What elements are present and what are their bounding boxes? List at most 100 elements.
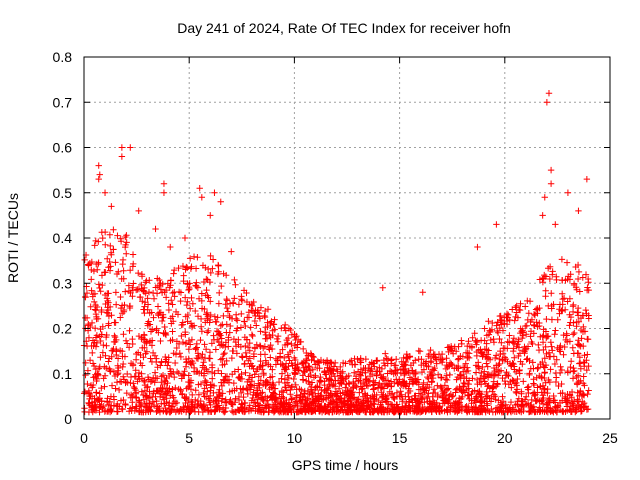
data-point [283, 336, 290, 344]
data-point [106, 365, 113, 372]
data-point [403, 350, 410, 358]
data-point [512, 313, 519, 321]
data-point [175, 370, 182, 377]
data-point [145, 376, 153, 383]
data-point [288, 396, 296, 403]
data-point [261, 313, 269, 321]
data-point [465, 403, 472, 411]
data-point [122, 241, 129, 249]
data-point [482, 353, 489, 360]
data-point [305, 378, 312, 386]
data-point [144, 295, 151, 302]
data-point [497, 318, 504, 326]
data-point [291, 371, 299, 378]
data-points [80, 90, 592, 416]
data-point [553, 374, 560, 381]
data-point [501, 354, 508, 361]
data-point [401, 370, 408, 377]
data-point [454, 408, 461, 416]
data-point [488, 405, 495, 413]
data-point [580, 403, 587, 411]
data-point [114, 367, 122, 374]
data-point [162, 358, 169, 365]
data-point [129, 392, 136, 400]
data-point [184, 264, 191, 272]
data-point [301, 405, 308, 412]
data-point [158, 359, 165, 366]
y-axis-label: ROTI / TECUs [5, 193, 21, 283]
data-point [514, 341, 521, 348]
data-point [384, 381, 392, 389]
data-point [344, 398, 351, 405]
data-point [220, 270, 227, 277]
data-point [512, 401, 519, 409]
data-point [441, 382, 449, 389]
data-point [337, 373, 345, 381]
data-point [167, 370, 175, 378]
data-point [188, 401, 195, 408]
data-point [298, 359, 306, 367]
data-point [231, 276, 238, 284]
data-point [485, 371, 492, 378]
data-point [218, 335, 225, 342]
data-point [84, 380, 91, 388]
data-point [241, 399, 248, 407]
data-point [200, 359, 207, 366]
data-point [583, 286, 591, 294]
data-point [203, 379, 210, 386]
data-point [509, 306, 516, 313]
data-point [337, 379, 345, 386]
data-point [299, 376, 307, 383]
data-point [360, 379, 368, 387]
data-point [466, 395, 473, 403]
data-point [327, 369, 334, 376]
data-point [166, 284, 173, 291]
data-point [425, 375, 432, 382]
data-point [142, 279, 149, 286]
data-point [273, 335, 281, 343]
data-point [146, 277, 153, 284]
data-point [372, 368, 380, 375]
data-point [227, 396, 234, 404]
data-point [193, 354, 200, 362]
data-point [158, 317, 166, 325]
data-point [231, 295, 238, 302]
data-point [141, 338, 149, 346]
data-point [559, 407, 566, 415]
data-point [183, 385, 190, 392]
data-point [527, 333, 534, 340]
data-point [354, 355, 361, 363]
data-point [169, 328, 176, 335]
data-point [249, 302, 256, 309]
data-point [486, 384, 493, 392]
data-point [165, 387, 173, 395]
data-point [487, 336, 494, 344]
data-point [129, 293, 136, 300]
data-point [575, 207, 582, 215]
data-point [192, 387, 199, 394]
data-point [321, 369, 328, 376]
data-point [243, 336, 251, 343]
data-point [125, 287, 133, 295]
data-point [164, 379, 171, 387]
data-point [574, 349, 581, 357]
data-point [551, 331, 558, 338]
data-point [549, 268, 556, 275]
data-point [519, 329, 526, 336]
data-point [325, 383, 333, 391]
data-point [541, 271, 548, 279]
data-point [145, 318, 152, 325]
data-point [560, 351, 567, 358]
data-point [88, 266, 95, 274]
data-point [184, 298, 191, 305]
data-point [122, 288, 129, 295]
data-point [571, 367, 578, 375]
data-point [280, 389, 287, 396]
data-point [437, 357, 445, 365]
data-point [103, 342, 110, 349]
data-point [172, 408, 180, 416]
data-point [542, 287, 549, 294]
data-point [465, 385, 472, 392]
data-point [373, 372, 380, 379]
data-point [517, 325, 524, 332]
